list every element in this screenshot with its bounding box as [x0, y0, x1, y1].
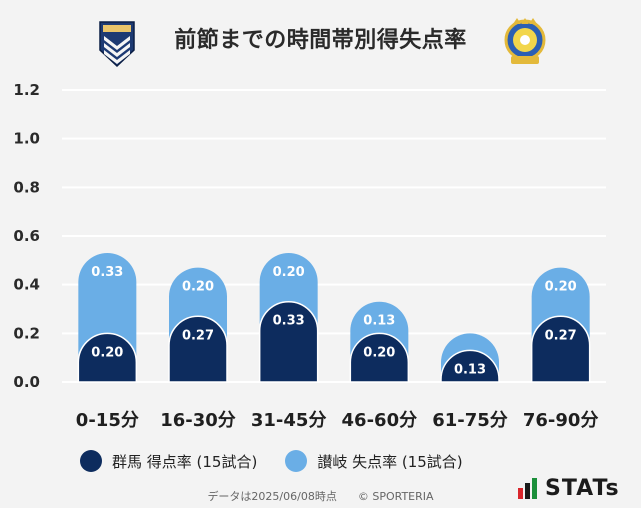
data-label-sanuki: 0.13	[363, 314, 395, 329]
stats-logo: STATs	[517, 476, 620, 501]
footer-note: データは2025/06/08時点 © SPORTERIA	[0, 488, 641, 504]
bar-gunma	[77, 332, 138, 383]
data-label-gunma: 0.13	[454, 362, 486, 377]
y-tick-label: 1.2	[13, 81, 40, 99]
y-tick-label: 0.2	[13, 324, 40, 342]
data-label-gunma: 0.20	[91, 345, 123, 360]
data-date-note: データは2025/06/08時点	[207, 490, 337, 503]
y-tick-label: 1.0	[13, 130, 40, 148]
legend-swatch-gunma	[80, 450, 102, 472]
x-tick-label: 16-30分	[160, 410, 236, 431]
y-tick-label: 0.0	[13, 373, 40, 391]
gunma-crest-icon	[99, 21, 135, 68]
chart-header: 前節までの時間帯別得失点率	[0, 22, 641, 54]
kamatamare-crest-icon	[504, 18, 546, 64]
data-label-sanuki: 0.33	[91, 265, 123, 280]
x-tick-label: 0-15分	[76, 410, 139, 431]
stats-brand-text: STATs	[545, 476, 620, 501]
legend-item-gunma: 群馬 得点率 (15試合)	[80, 450, 257, 472]
data-label-sanuki: 0.20	[182, 280, 214, 295]
bar-gunma	[440, 349, 500, 383]
legend-swatch-sanuki	[285, 450, 308, 472]
x-tick-label: 76-90分	[523, 410, 599, 431]
data-label-gunma: 0.27	[545, 328, 577, 343]
x-tick-label: 31-45分	[251, 410, 327, 431]
y-tick-label: 0.8	[13, 178, 40, 196]
data-label-gunma: 0.20	[363, 345, 395, 360]
data-label-gunma: 0.33	[273, 314, 305, 329]
data-label-sanuki: 0.20	[545, 280, 577, 295]
x-tick-label: 61-75分	[432, 410, 508, 431]
stats-bars-icon	[518, 477, 537, 499]
bar-gunma	[349, 332, 410, 383]
data-label-gunma: 0.27	[182, 328, 214, 343]
y-tick-label: 0.6	[13, 227, 40, 245]
chart-legend: 群馬 得点率 (15試合) 讃岐 失点率 (15試合)	[80, 450, 491, 472]
bar-chart: 0.0 0.2 0.4 0.6 0.8 1.0 1.2 0.33 0.20 0-15分 0.20 0.…	[13, 81, 606, 431]
y-tick-label: 0.4	[13, 276, 40, 294]
copyright-text: © SPORTERIA	[357, 490, 434, 503]
legend-label-sanuki: 讃岐 失点率 (15試合)	[317, 452, 463, 471]
chart-title: 前節までの時間帯別得失点率	[174, 28, 467, 53]
bar-gunma	[168, 315, 228, 383]
bar-gunma	[530, 315, 591, 383]
bar-gunma	[258, 301, 319, 383]
legend-label-gunma: 群馬 得点率 (15試合)	[112, 452, 258, 471]
data-label-sanuki: 0.20	[273, 265, 305, 280]
x-tick-label: 46-60分	[342, 410, 418, 431]
legend-item-sanuki: 讃岐 失点率 (15試合)	[285, 450, 463, 472]
